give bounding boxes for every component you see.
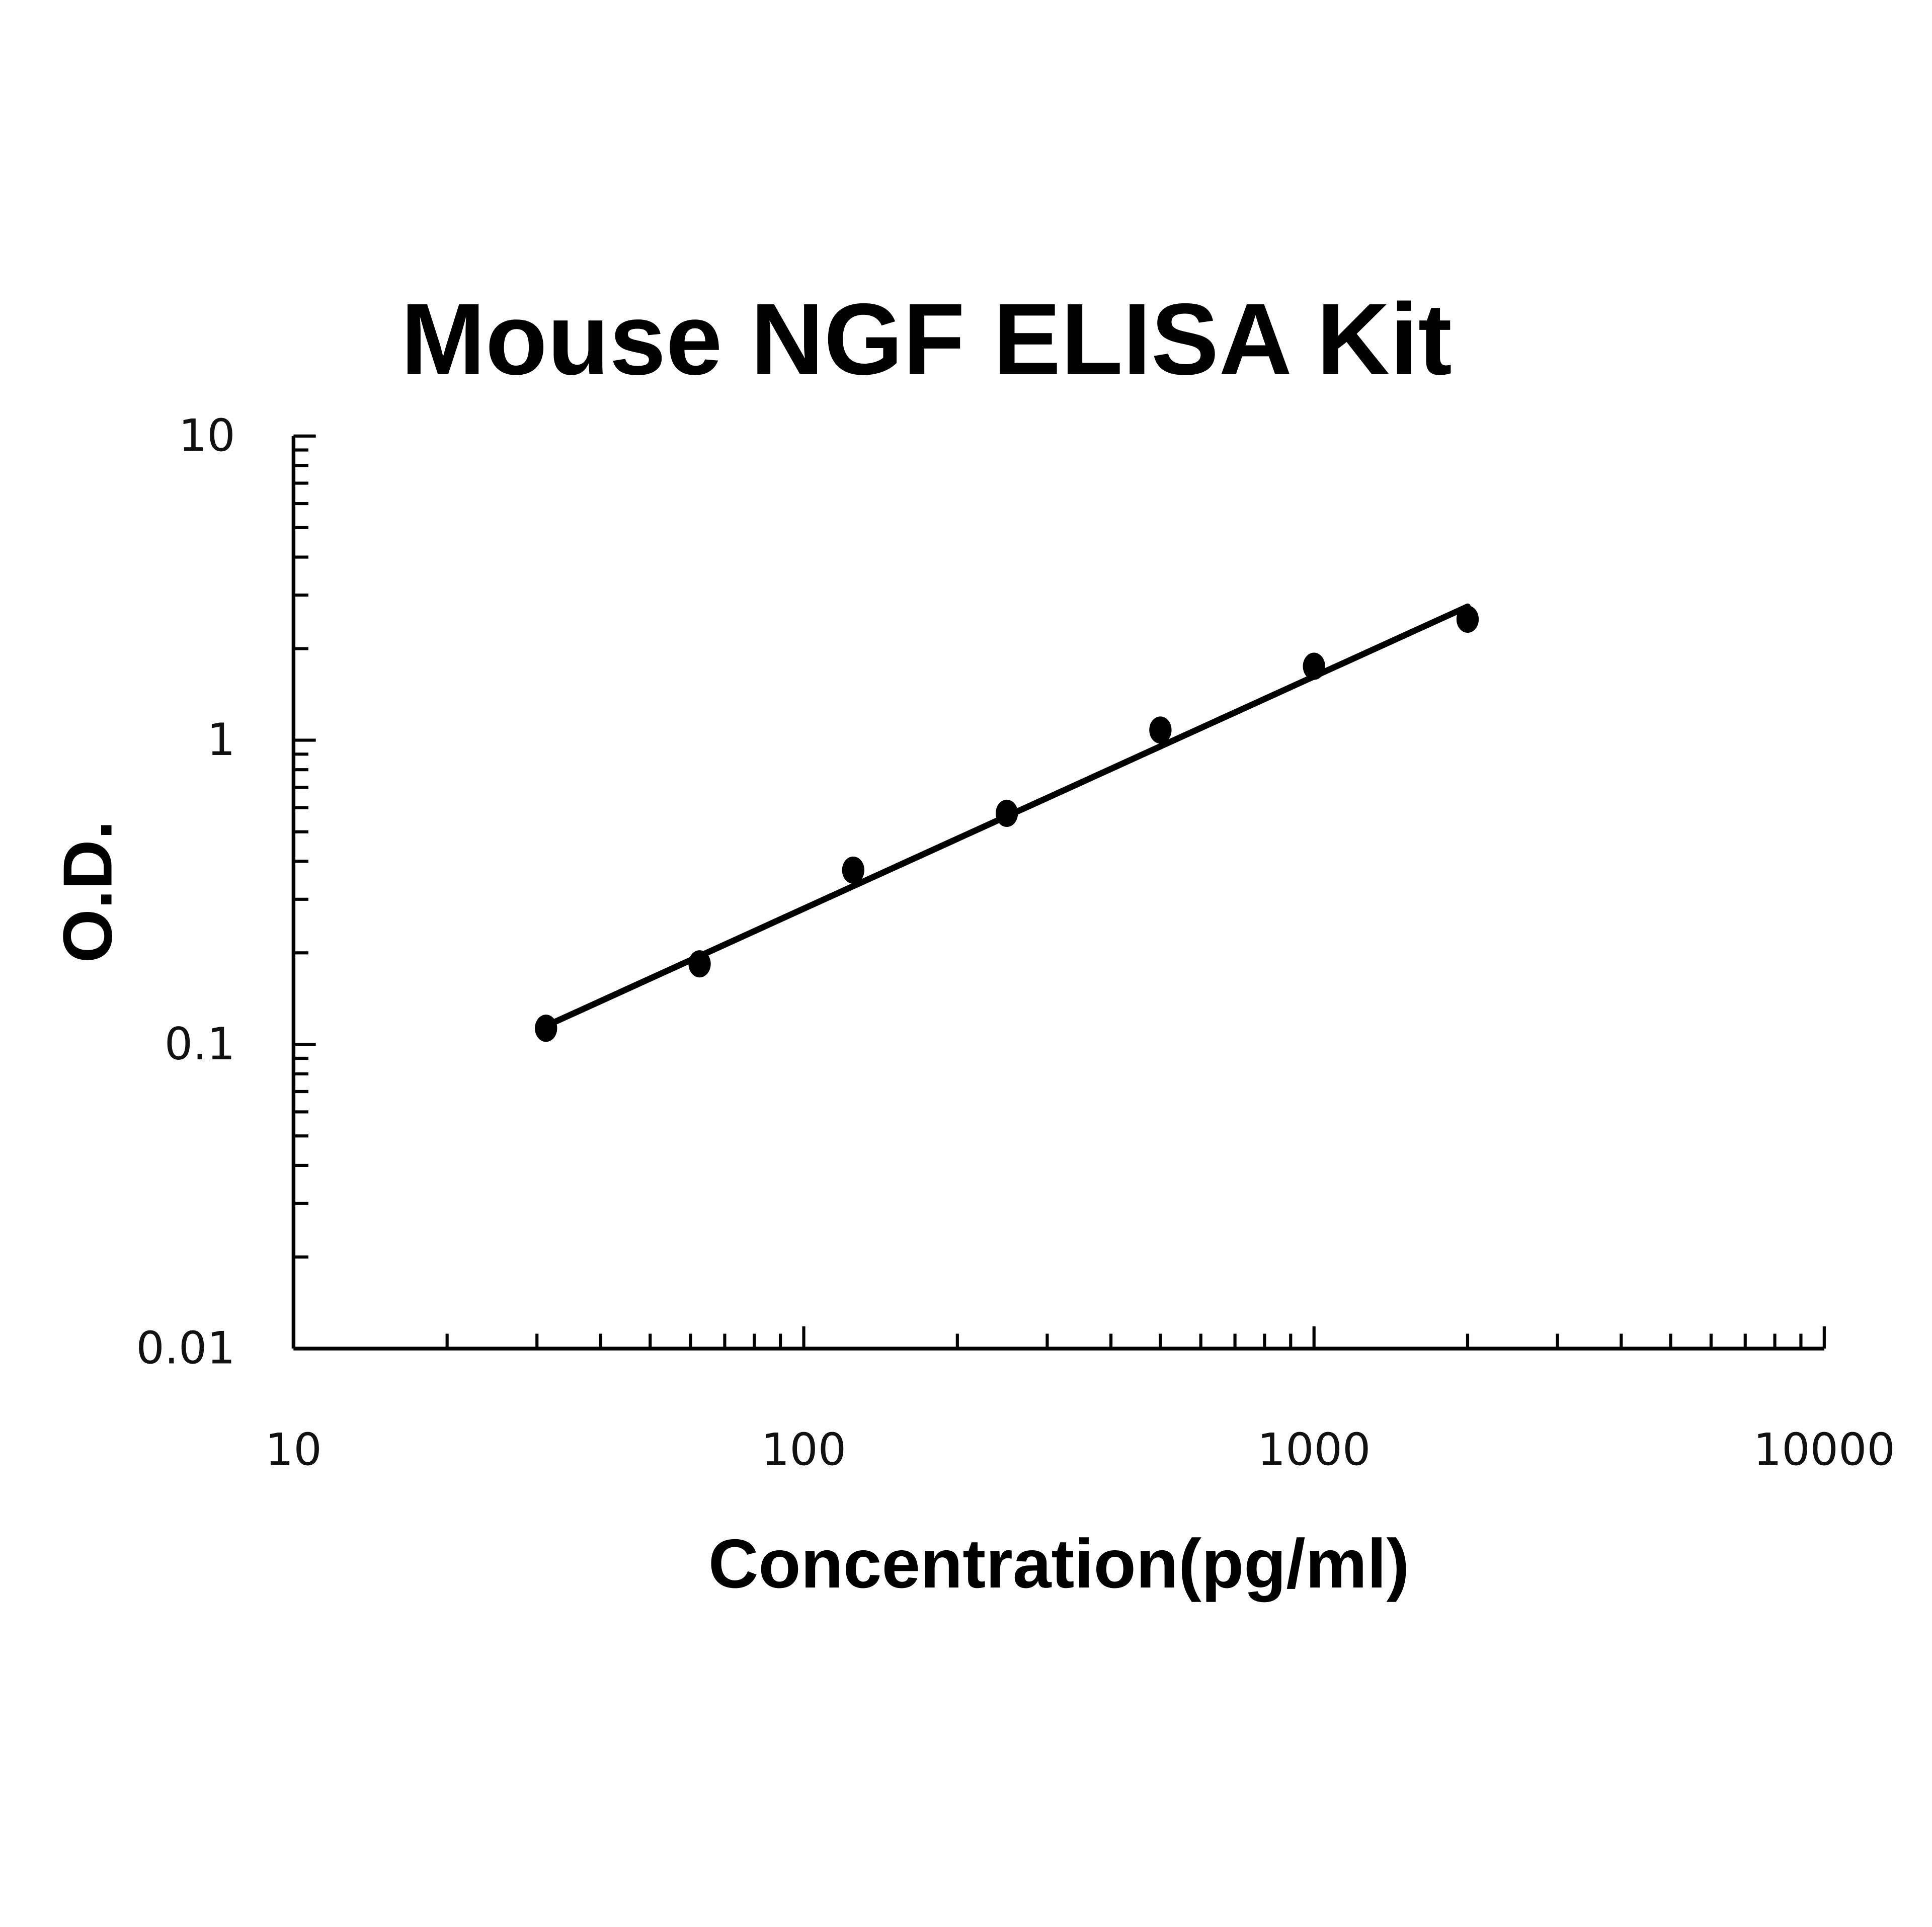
y-tick-label: 0.1 [165, 1018, 235, 1070]
axes [291, 436, 1824, 1351]
x-axis-label: Concentration(pg/ml) [708, 1525, 1410, 1603]
data-point [842, 856, 864, 884]
data-point [1303, 652, 1325, 680]
y-tick-label: 1 [207, 714, 235, 766]
data-point [535, 1015, 557, 1042]
x-tick-label: 10000 [1753, 1423, 1895, 1475]
x-tick-label: 100 [761, 1423, 846, 1475]
axis-ticks [292, 434, 1826, 1351]
data-point [1149, 716, 1172, 744]
data-point [1456, 605, 1479, 633]
x-tick-label: 10 [265, 1423, 322, 1475]
axis-tick-labels: 10 1 0.1 0.01 10 100 1000 10000 [136, 409, 1895, 1475]
data-points [535, 605, 1479, 1042]
y-tick-label: 0.01 [136, 1322, 235, 1374]
y-axis-label: O.D. [49, 820, 127, 963]
data-point [688, 950, 711, 978]
y-tick-label: 10 [179, 409, 235, 461]
x-tick-label: 1000 [1257, 1423, 1371, 1475]
chart-title: Mouse NGF ELISA Kit [401, 282, 1452, 396]
data-point [995, 799, 1018, 827]
